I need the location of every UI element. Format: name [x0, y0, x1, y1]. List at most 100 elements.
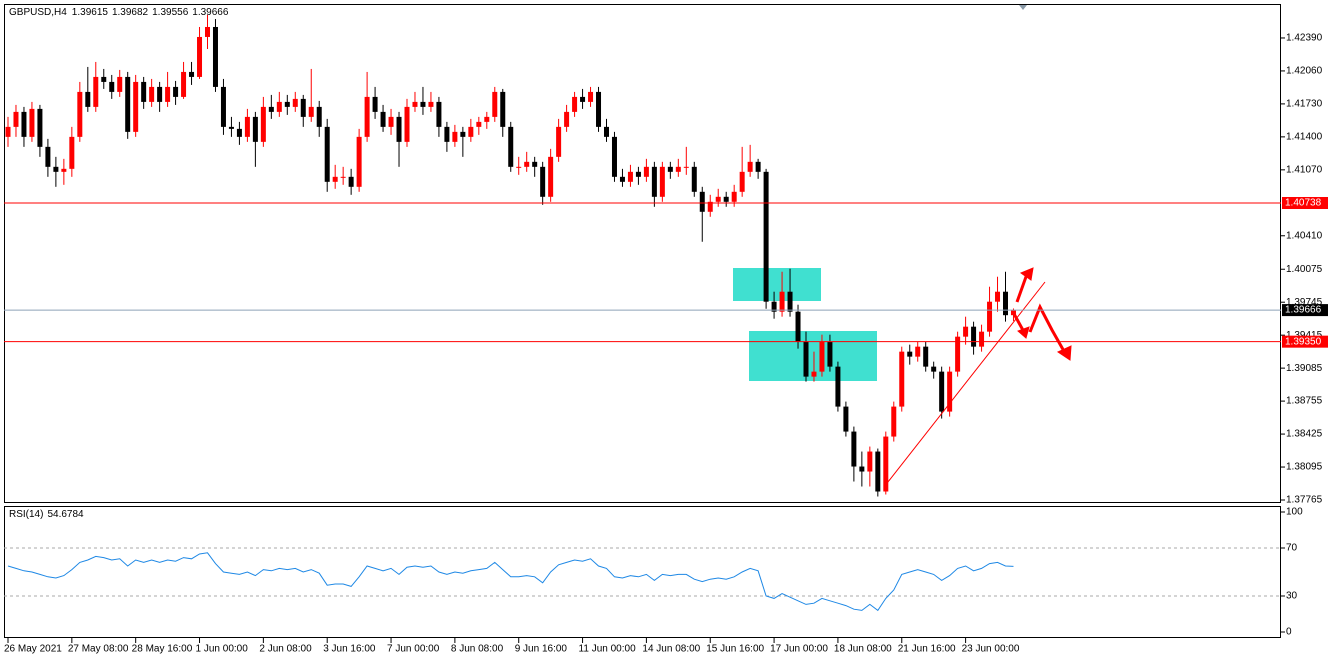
candle-body [197, 36, 203, 77]
candle-body [61, 168, 67, 172]
arrow-up [1015, 273, 1029, 303]
price-label: 1.39666 [1285, 305, 1322, 316]
candle-body [85, 91, 91, 107]
candle-body [643, 166, 649, 177]
y-tick-label: 1.38755 [1286, 396, 1323, 407]
candle-body [811, 371, 817, 377]
candle-body [931, 366, 937, 372]
candle-body [556, 126, 562, 157]
candle-body [308, 106, 314, 117]
y-tick-label: 30 [1286, 591, 1298, 602]
candle-body [436, 101, 442, 127]
level-label-box [1282, 197, 1328, 210]
y-tick-label: 1.40075 [1286, 264, 1323, 275]
candle-body [819, 341, 825, 372]
last-open: 1.39615 [72, 7, 109, 18]
candle-body [859, 466, 865, 472]
candle-body [29, 108, 35, 137]
candle-body [955, 336, 961, 372]
candle-body [420, 101, 426, 107]
level-label: 1.40738 [1285, 198, 1322, 209]
candle-body [292, 98, 298, 107]
candle-body [77, 91, 83, 137]
candle-body [564, 111, 570, 127]
candle-body [771, 301, 777, 312]
candle-body [189, 71, 195, 77]
candle-body [715, 196, 721, 202]
candle-body [220, 86, 226, 127]
candle-body [284, 101, 290, 107]
candle-body [875, 451, 881, 492]
candle-body [508, 126, 514, 167]
y-tick-label: 1.38095 [1286, 462, 1323, 473]
x-tick-label: 8 Jun 08:00 [451, 644, 504, 655]
trend-line [883, 281, 1046, 488]
y-tick-label: 1.42390 [1286, 33, 1323, 44]
candle-body [340, 176, 346, 178]
candle-body [851, 431, 857, 467]
candle-body [779, 291, 785, 312]
candle-body [173, 86, 179, 97]
y-tick-label: 1.41730 [1286, 99, 1323, 110]
candle-body [300, 98, 306, 117]
candle-body [404, 106, 410, 142]
last-high: 1.39682 [112, 7, 149, 18]
shift-marker [1019, 5, 1027, 10]
y-tick-label: 1.40410 [1286, 230, 1323, 241]
y-tick-label: 1.41400 [1286, 132, 1323, 143]
candle-body [987, 301, 993, 332]
candle-body [683, 166, 689, 168]
x-tick-label: 3 Jun 16:00 [323, 644, 376, 655]
candle-body [252, 116, 258, 142]
x-tick-label: 14 Jun 08:00 [642, 644, 700, 655]
x-tick-label: 28 May 16:00 [132, 644, 193, 655]
rsi-title: RSI(14) 54.6784 [9, 509, 84, 520]
last-close: 1.39666 [192, 7, 229, 18]
x-tick-label: 21 Jun 16:00 [898, 644, 956, 655]
x-tick-label: 26 May 2021 [4, 644, 62, 655]
rsi-last: 54.6784 [47, 509, 84, 520]
x-tick-label: 9 Jun 16:00 [515, 644, 568, 655]
candle-body [795, 311, 801, 342]
candle-body [37, 108, 43, 147]
supply-zone [733, 268, 821, 301]
candle-body [476, 121, 482, 127]
candle-body [141, 81, 147, 102]
candle-body [707, 201, 713, 212]
candle-body [372, 96, 378, 112]
candle-body [763, 171, 769, 302]
candle-body [947, 371, 953, 412]
candle-body [1003, 291, 1008, 316]
candle-body [69, 136, 75, 169]
candle-body [627, 171, 633, 182]
candle-body [883, 436, 889, 492]
candle-body [604, 126, 609, 137]
symbol: GBPUSD,H4 [9, 7, 67, 18]
candle-body [5, 126, 11, 137]
candle-body [109, 81, 115, 92]
candle-body [268, 106, 274, 112]
candle-body [93, 76, 99, 107]
candle-body [835, 366, 841, 407]
x-tick-label: 11 Jun 00:00 [579, 644, 637, 655]
candle-body [236, 128, 242, 137]
candle-body [548, 156, 554, 197]
candle-body [755, 161, 761, 172]
candle-body [364, 96, 370, 137]
candle-body [133, 81, 139, 132]
candle-body [444, 126, 450, 142]
plot-area [5, 14, 1016, 497]
candle-body [596, 91, 602, 127]
rsi-frame [4, 506, 1281, 638]
y-tick-label: 1.38425 [1286, 429, 1323, 440]
candle-body [500, 91, 506, 127]
x-tick-label: 7 Jun 00:00 [387, 644, 440, 655]
candle-body [53, 166, 59, 172]
candle-body [212, 26, 218, 87]
y-tick-label: 1.42060 [1286, 66, 1323, 77]
candle-body [205, 26, 210, 37]
y-tick-label: 0 [1286, 627, 1292, 638]
candle-body [356, 136, 362, 187]
